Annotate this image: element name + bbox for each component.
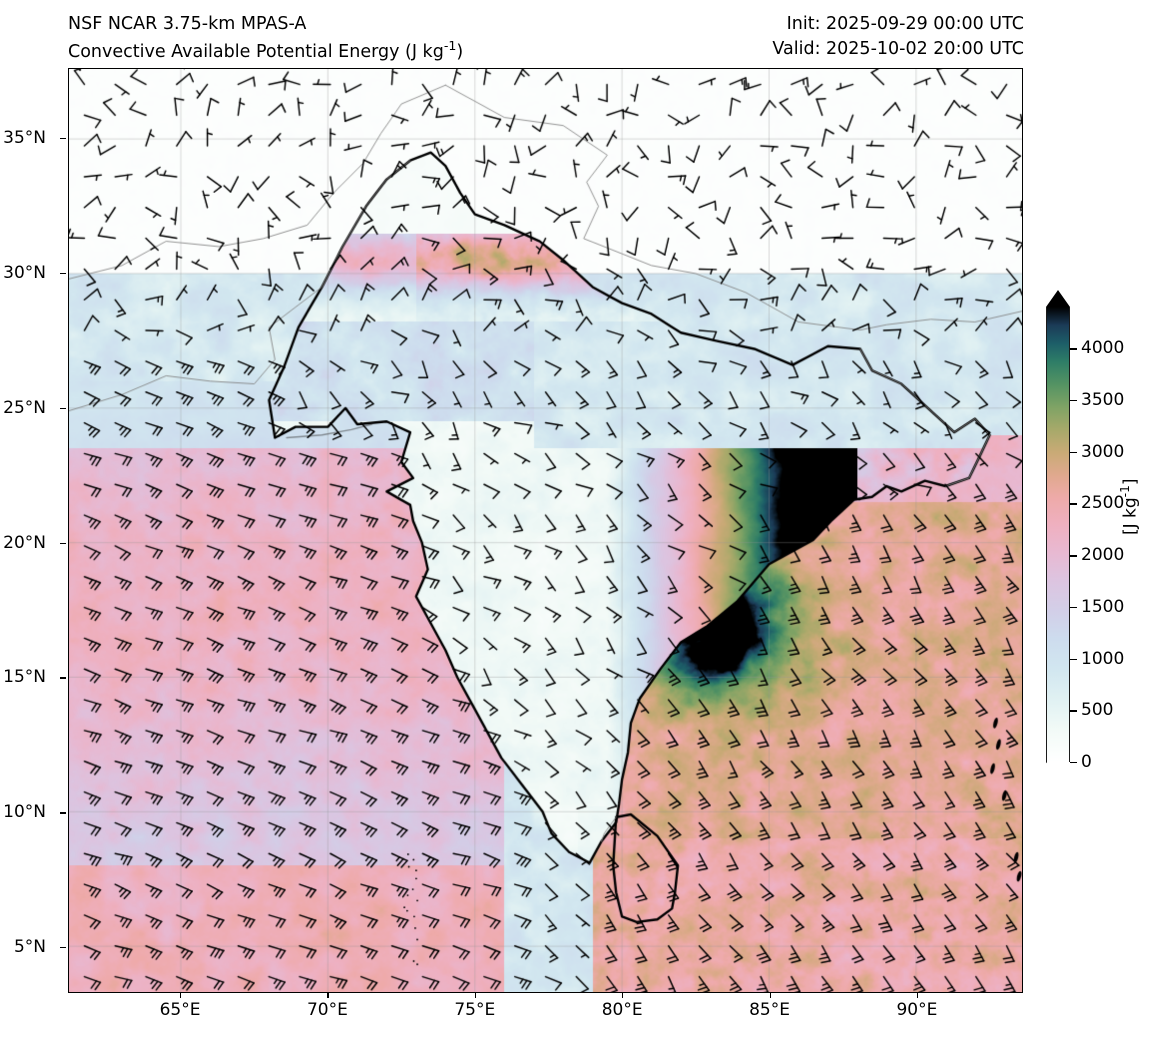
title-block: NSF NCAR 3.75-km MPAS-A Convective Avail… [68, 12, 463, 66]
model-title: NSF NCAR 3.75-km MPAS-A [68, 14, 307, 34]
init-time-label: Init: 2025-09-29 00:00 UTC [786, 14, 1024, 34]
field-title-text: Convective Available Potential Energy (J… [68, 42, 444, 63]
colorbar-tick-mark [1070, 503, 1077, 505]
colorbar-unit-pre: [J kg [1120, 497, 1141, 535]
latitude-tick-mark [60, 947, 66, 949]
colorbar[interactable]: 0 500 1000 1500 2000 2500 3000 3500 4000 [1046, 290, 1124, 779]
colorbar-tick-mark [1070, 555, 1077, 557]
colorbar-unit-label: [J kg-1] [1118, 478, 1141, 535]
longitude-tick-mark [769, 992, 771, 998]
longitude-tick-label: 90°E [896, 1000, 938, 1020]
colorbar-extend-min-arrow [1046, 762, 1072, 779]
colorbar-gradient [1046, 307, 1070, 762]
longitude-tick-mark [916, 992, 919, 998]
longitude-tick-label: 70°E [306, 1000, 348, 1020]
colorbar-unit-exponent: -1 [1118, 485, 1132, 498]
valid-time-label: Valid: 2025-10-02 20:00 UTC [772, 39, 1024, 60]
colorbar-tick-mark [1070, 606, 1077, 609]
colorbar-tick-label: 2000 [1081, 545, 1125, 566]
longitude-axis: 65°E 70°E 75°E 80°E 85°E 90°E [68, 992, 1023, 1028]
colorbar-tick-mark [1070, 762, 1077, 764]
colorbar-tick-label: 500 [1081, 700, 1114, 721]
colorbar-extend-max-arrow [1046, 290, 1070, 307]
field-unit-exponent: -1 [443, 38, 457, 54]
colorbar-tick-label: 4000 [1081, 338, 1125, 359]
colorbar-tick-mark [1070, 400, 1077, 402]
colorbar-outline [1046, 307, 1070, 762]
colorbar-tick-mark [1070, 658, 1077, 660]
colorbar-tick-label: 3000 [1081, 441, 1125, 462]
colorbar-tick-label: 1000 [1081, 648, 1125, 669]
colorbar-tick-label: 1500 [1081, 596, 1125, 617]
longitude-tick-label: 75°E [454, 1000, 496, 1020]
colorbar-tick-mark [1070, 348, 1077, 350]
colorbar-tick-mark [1070, 710, 1077, 712]
latitude-tick-label: 20°N [3, 532, 46, 553]
latitude-tick-mark [60, 542, 66, 544]
longitude-tick-mark [474, 992, 477, 998]
latitude-tick-mark [60, 677, 66, 679]
latitude-tick-mark [60, 138, 66, 140]
colorbar-tick-mark [1070, 451, 1077, 454]
map-plot-frame[interactable] [68, 68, 1023, 993]
latitude-tick-label: 15°N [3, 667, 46, 688]
longitude-tick-mark [180, 992, 182, 998]
latitude-tick-label: 5°N [13, 937, 46, 958]
colorbar-tick-label: 3500 [1081, 390, 1125, 411]
latitude-tick-label: 35°N [3, 128, 46, 149]
latitude-tick-label: 10°N [3, 802, 46, 823]
colorbar-tick-label: 0 [1081, 752, 1092, 772]
longitude-tick-mark [327, 992, 329, 998]
longitude-tick-label: 65°E [159, 1000, 201, 1020]
latitude-tick-mark [60, 272, 66, 275]
latitude-tick-label: 25°N [3, 397, 46, 418]
colorbar-unit-post: ] [1120, 478, 1141, 486]
latitude-axis: 5°N 10°N 15°N 20°N 25°N 30°N 35°N [0, 68, 66, 993]
forecast-metadata: Init: 2025-09-29 00:00 UTC Valid: 2025-1… [772, 12, 1024, 63]
colorbar-tick-label: 2500 [1081, 493, 1125, 514]
longitude-tick-label: 80°E [601, 1000, 643, 1020]
field-title-close: ) [456, 42, 464, 63]
latitude-tick-mark [60, 812, 66, 814]
longitude-tick-mark [622, 992, 624, 998]
cape-map-canvas[interactable] [69, 69, 1022, 992]
latitude-tick-label: 30°N [3, 262, 46, 283]
latitude-tick-mark [60, 407, 66, 410]
longitude-tick-label: 85°E [749, 1000, 790, 1020]
field-title: Convective Available Potential Energy (J… [68, 37, 463, 65]
